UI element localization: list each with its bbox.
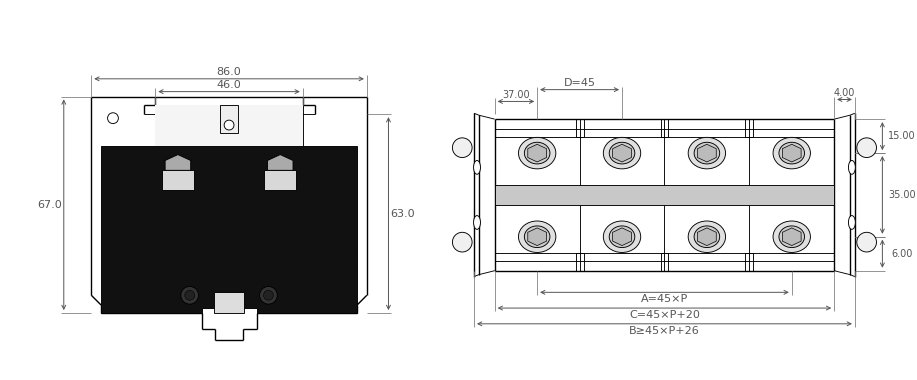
Polygon shape [165, 155, 191, 170]
Text: B≥45×P+26: B≥45×P+26 [629, 326, 700, 336]
Polygon shape [782, 228, 801, 245]
Polygon shape [698, 228, 716, 245]
Polygon shape [782, 144, 801, 162]
Bar [162, 170, 193, 190]
Ellipse shape [609, 226, 635, 247]
Polygon shape [528, 144, 547, 162]
Text: 86.0: 86.0 [216, 67, 241, 77]
Polygon shape [155, 105, 303, 146]
Ellipse shape [848, 160, 856, 174]
Ellipse shape [694, 226, 720, 247]
Ellipse shape [688, 221, 725, 252]
Ellipse shape [773, 137, 811, 169]
Circle shape [263, 290, 273, 300]
Circle shape [452, 138, 472, 158]
Ellipse shape [603, 137, 641, 169]
Polygon shape [613, 228, 632, 245]
Circle shape [856, 232, 877, 252]
Circle shape [452, 232, 472, 252]
Bar [495, 185, 834, 205]
Ellipse shape [773, 221, 811, 252]
Polygon shape [528, 228, 547, 245]
Polygon shape [101, 146, 357, 313]
Polygon shape [613, 144, 632, 162]
Ellipse shape [518, 221, 556, 252]
Circle shape [856, 138, 877, 158]
Ellipse shape [525, 226, 550, 247]
Text: A=45×P: A=45×P [641, 294, 688, 304]
Ellipse shape [694, 142, 720, 164]
Text: 15.00: 15.00 [889, 131, 916, 141]
Text: 37.00: 37.00 [503, 90, 530, 100]
Text: 46.0: 46.0 [216, 80, 241, 90]
Ellipse shape [688, 137, 725, 169]
Text: C=45×P+20: C=45×P+20 [629, 310, 700, 320]
Circle shape [260, 287, 277, 304]
Ellipse shape [779, 226, 804, 247]
Text: 6.00: 6.00 [891, 249, 912, 259]
Ellipse shape [603, 221, 641, 252]
Ellipse shape [779, 142, 804, 164]
Ellipse shape [518, 137, 556, 169]
Polygon shape [268, 155, 293, 170]
Ellipse shape [473, 215, 481, 230]
Text: 63.0: 63.0 [390, 209, 414, 218]
Text: D=45: D=45 [564, 78, 595, 88]
Ellipse shape [473, 160, 481, 174]
Text: 35.00: 35.00 [889, 190, 916, 200]
Text: 67.0: 67.0 [38, 200, 62, 210]
Bar [220, 105, 238, 133]
Bar [264, 170, 296, 190]
Circle shape [181, 287, 199, 304]
Ellipse shape [848, 215, 856, 230]
Circle shape [185, 290, 194, 300]
Ellipse shape [609, 142, 635, 164]
Polygon shape [698, 144, 716, 162]
Bar [215, 292, 244, 314]
Circle shape [224, 120, 234, 130]
Text: 4.00: 4.00 [834, 88, 856, 98]
Ellipse shape [525, 142, 550, 164]
